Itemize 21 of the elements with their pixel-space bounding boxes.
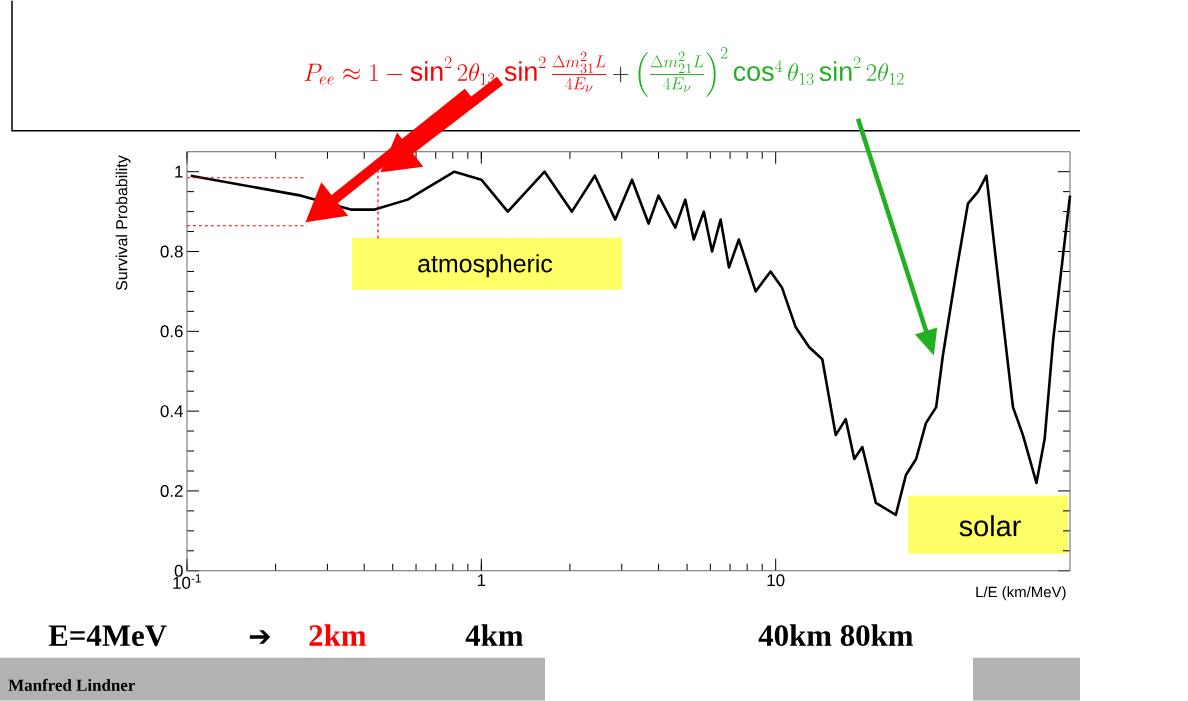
x-axis-title: L/E (km/MeV) [976,586,1066,601]
text: E=4MeV [48,625,167,647]
text: $+$ [612,66,629,83]
text: $P_{ee} \approx 1-\sin^2 2\theta_{13}\,\sin^2\frac{\Delta m^2_{31}L}{4E_\nu}$ [304,51,607,92]
text: 2km [309,624,367,646]
x-tick-label: 1 [477,574,486,587]
y-tick-label: 1 [175,165,183,178]
x-tick-label: 10 [767,574,785,587]
y-tick-label: 0.8 [160,245,183,258]
text: 4km [465,624,524,646]
y-tick-label: 0.2 [160,485,183,498]
text: ➔ [249,630,271,644]
text: Manfred Lindner [8,678,136,692]
annotation: solar [959,515,1021,537]
text: $\left(\frac{\Delta m^2_{21}L}{4E_\nu}\right)^2\cos^4\theta_{13}\sin^2 2\theta_{12}$ [638,47,904,97]
text: 40km 80km [758,624,913,647]
y-axis-title: Survival Probability [115,155,131,291]
y-tick-label: 0.6 [160,325,183,338]
y-tick-label: 0 [174,564,183,577]
annotation: atmospheric [418,254,553,278]
y-tick-label: 0.4 [160,405,183,418]
